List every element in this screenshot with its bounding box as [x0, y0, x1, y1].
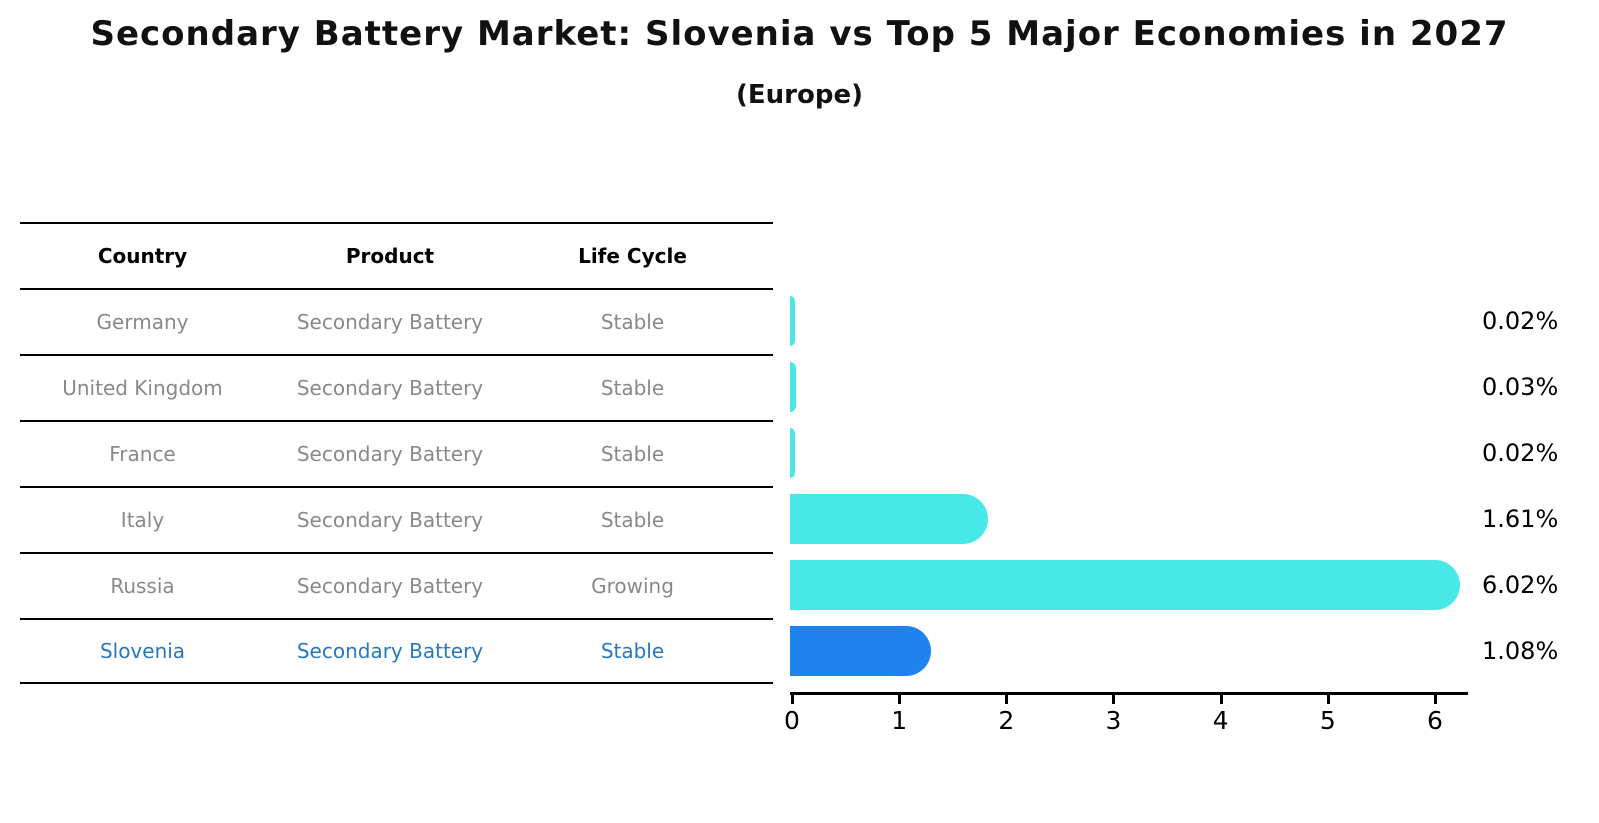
x-axis-tick	[791, 695, 794, 704]
column-header-life-cycle: Life Cycle	[578, 244, 687, 268]
x-axis-tick	[1433, 695, 1437, 704]
table-cell-country: United Kingdom	[62, 376, 223, 400]
bar-value-label: 0.02%	[1482, 439, 1559, 467]
table-cell-country: Italy	[120, 508, 165, 532]
bar-value-label: 0.02%	[1482, 307, 1559, 335]
x-axis-tick-label: 6	[1427, 706, 1443, 735]
table-cell-life-cycle: Stable	[600, 376, 665, 400]
table-cell-product: Secondary Battery	[296, 376, 484, 400]
x-axis-tick-label: 0	[784, 706, 800, 735]
bar-russia	[790, 560, 1461, 610]
table-cell-life-cycle: Stable	[600, 508, 665, 532]
table-cell-country: Germany	[96, 310, 189, 334]
table-row: France Secondary Battery Stable	[20, 420, 773, 486]
table-cell-life-cycle: Growing	[591, 574, 674, 598]
table-row: Russia Secondary Battery Growing	[20, 552, 773, 618]
bar-value-label: 6.02%	[1482, 571, 1559, 599]
table-row: Slovenia Secondary Battery Stable	[20, 618, 773, 684]
chart-title: Secondary Battery Market: Slovenia vs To…	[90, 14, 1509, 54]
bar-united-kingdom	[790, 362, 797, 412]
x-axis-tick	[1112, 695, 1116, 704]
table-cell-country: Slovenia	[99, 639, 186, 663]
country-table: Country Product Life Cycle Germany Secon…	[20, 222, 773, 684]
bar-value-label: 1.08%	[1482, 637, 1559, 665]
bar-slovenia	[790, 626, 931, 676]
x-axis-tick-label: 4	[1212, 706, 1229, 735]
bar-italy	[790, 494, 988, 544]
table-cell-life-cycle: Stable	[600, 442, 665, 466]
bar-value-label: 0.03%	[1482, 373, 1559, 401]
table-cell-life-cycle: Stable	[600, 310, 665, 334]
x-axis-tick-label: 1	[891, 706, 908, 735]
table-cell-life-cycle: Stable	[600, 639, 665, 663]
chart-subtitle: (Europe)	[736, 80, 863, 110]
table-row: Germany Secondary Battery Stable	[20, 288, 773, 354]
table-cell-product: Secondary Battery	[296, 310, 484, 334]
bar-germany	[790, 296, 796, 346]
x-axis-tick	[898, 695, 902, 704]
table-cell-country: Russia	[110, 574, 175, 598]
column-header-product: Product	[345, 244, 435, 268]
table-row: Italy Secondary Battery Stable	[20, 486, 773, 552]
bar-value-label: 1.61%	[1482, 505, 1559, 533]
table-cell-product: Secondary Battery	[296, 574, 484, 598]
x-axis-tick-label: 5	[1319, 706, 1336, 735]
table-body: Germany Secondary Battery Stable United …	[20, 288, 773, 684]
x-axis-tick-label: 3	[1105, 706, 1122, 735]
column-header-country: Country	[97, 244, 188, 268]
x-axis-line	[790, 692, 1468, 695]
table-header-row: Country Product Life Cycle	[20, 222, 773, 288]
x-axis-tick	[1005, 695, 1009, 704]
table-cell-product: Secondary Battery	[296, 508, 484, 532]
table-cell-product: Secondary Battery	[296, 442, 484, 466]
x-axis-tick-label: 2	[998, 706, 1015, 735]
table-cell-country: France	[109, 442, 176, 466]
x-axis-tick	[1219, 695, 1223, 704]
x-axis-tick	[1326, 695, 1330, 704]
bar-france	[790, 428, 796, 478]
table-row: United Kingdom Secondary Battery Stable	[20, 354, 773, 420]
table-cell-product: Secondary Battery	[296, 639, 484, 663]
